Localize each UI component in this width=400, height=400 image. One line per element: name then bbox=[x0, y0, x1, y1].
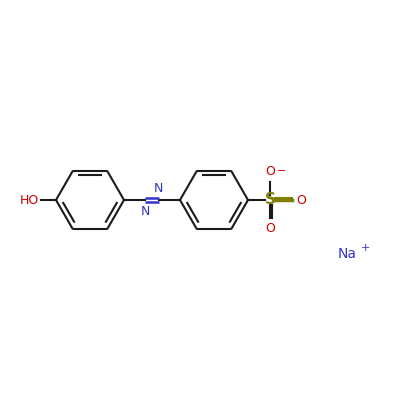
Text: Na: Na bbox=[338, 247, 357, 261]
Text: N: N bbox=[140, 205, 150, 218]
Text: S: S bbox=[264, 192, 276, 208]
Text: +: + bbox=[360, 243, 370, 254]
Text: O: O bbox=[265, 165, 275, 178]
Text: O: O bbox=[296, 194, 306, 206]
Text: HO: HO bbox=[20, 194, 39, 206]
Text: N: N bbox=[154, 182, 164, 195]
Text: −: − bbox=[276, 166, 286, 176]
Text: O: O bbox=[265, 222, 275, 235]
